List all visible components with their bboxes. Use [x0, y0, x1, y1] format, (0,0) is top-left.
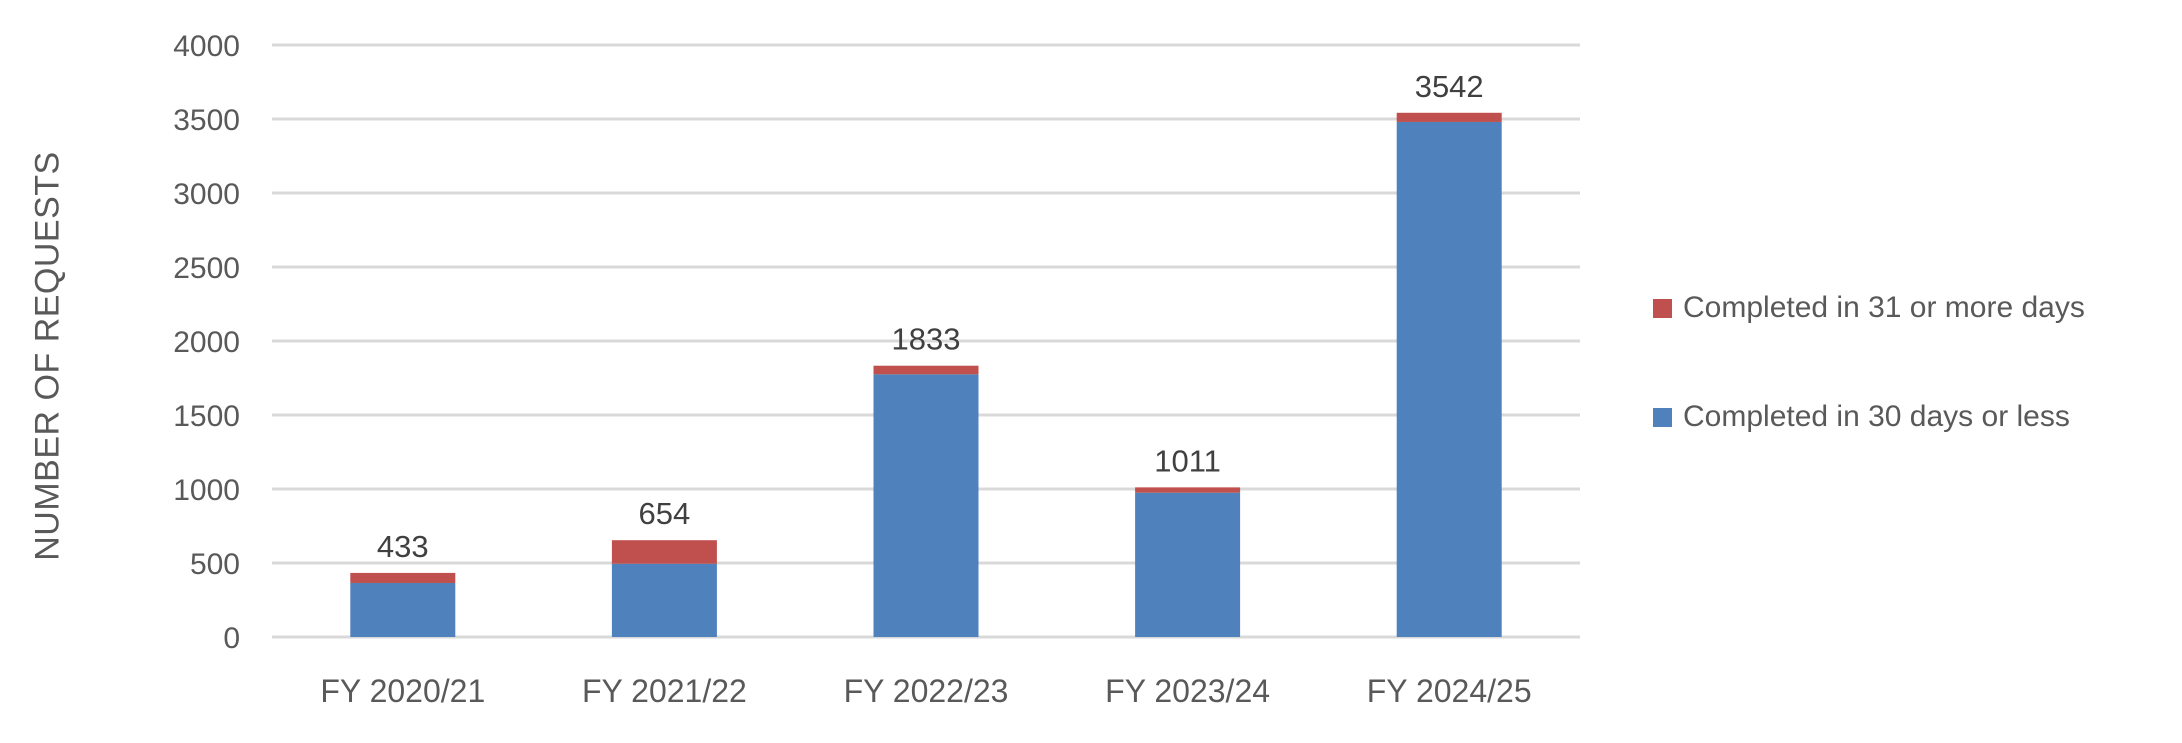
y-tick-label: 1000: [173, 474, 240, 507]
x-tick-label: FY 2024/25: [1367, 673, 1532, 709]
legend-swatch-red: [1653, 298, 1672, 318]
data-label-total: 654: [639, 496, 691, 531]
bar-segment: [1396, 121, 1502, 637]
legend-item-31-or-more: Completed in 31 or more days: [1653, 291, 2085, 325]
bar-segment: [350, 582, 456, 637]
legend-label: Completed in 31 or more days: [1683, 291, 2085, 324]
legend-label: Completed in 30 days or less: [1683, 400, 2070, 433]
bar-segment: [873, 365, 979, 375]
y-tick-label: 4000: [173, 30, 240, 63]
y-tick-label: 0: [223, 622, 240, 655]
y-tick-label: 2500: [173, 252, 240, 285]
x-tick-label: FY 2023/24: [1105, 673, 1270, 709]
bar-segment: [1135, 492, 1241, 637]
data-label-total: 1011: [1154, 443, 1221, 478]
data-label-total: 433: [377, 529, 429, 564]
bar-segment: [873, 374, 979, 637]
bar-segment: [1135, 487, 1241, 493]
y-tick-label: 3500: [173, 104, 240, 137]
legend-swatch-blue: [1653, 407, 1672, 427]
legend-item-30-or-less: Completed in 30 days or less: [1653, 400, 2070, 434]
x-tick-label: FY 2021/22: [582, 673, 747, 709]
bar-segment: [1396, 112, 1502, 122]
data-label-total: 1833: [892, 322, 961, 357]
bar-segment: [611, 540, 717, 564]
y-tick-label: 500: [190, 548, 240, 581]
y-axis-label: NUMBER OF REQUESTS: [28, 151, 67, 561]
data-label-total: 3542: [1415, 69, 1484, 104]
bar-segment: [350, 572, 456, 583]
y-tick-label: 3000: [173, 178, 240, 211]
y-tick-label: 1500: [173, 400, 240, 433]
y-tick-label: 2000: [173, 326, 240, 359]
x-tick-label: FY 2020/21: [320, 673, 485, 709]
bar-segment: [611, 563, 717, 637]
x-tick-label: FY 2022/23: [844, 673, 1009, 709]
